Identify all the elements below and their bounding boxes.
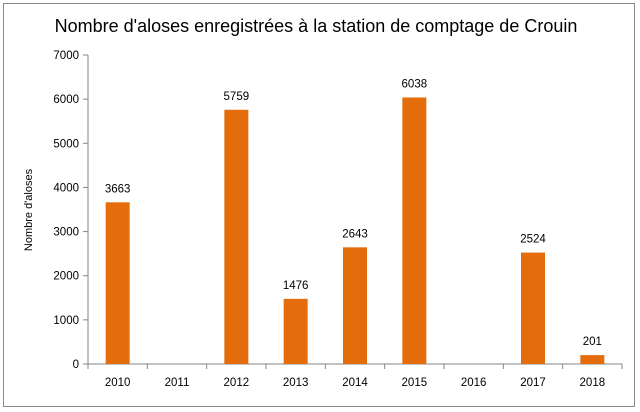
x-tick-label: 2011 (165, 377, 190, 389)
bar (224, 109, 249, 365)
x-tick-label: 2014 (342, 377, 368, 389)
y-tick-label: 2000 (53, 271, 79, 283)
x-tick-label: 2010 (105, 377, 131, 389)
data-label: 2643 (342, 228, 368, 240)
x-tick-label: 2015 (402, 377, 428, 389)
data-label: 3663 (105, 183, 131, 195)
y-tick-label: 5000 (53, 138, 79, 150)
data-label: 5759 (224, 91, 250, 103)
y-tick-label: 3000 (53, 227, 79, 239)
bar (343, 247, 367, 364)
y-tick-label: 0 (73, 359, 79, 371)
y-tick-label: 1000 (53, 315, 79, 327)
data-label: 201 (583, 336, 602, 348)
bar (105, 202, 130, 364)
x-tick-label: 2013 (283, 377, 309, 389)
bar (580, 355, 605, 364)
bar (521, 252, 545, 364)
data-label: 2524 (520, 234, 546, 246)
chart-title: Nombre d'aloses enregistrées à la statio… (55, 16, 578, 36)
y-tick-label: 4000 (53, 182, 79, 194)
y-tick-label: 7000 (53, 50, 79, 62)
x-tick-label: 2016 (461, 377, 487, 389)
data-label: 1476 (283, 280, 309, 292)
plot-area: 0 1000 2000 3000 4000 5000 6000 7000 2010 3663 201… (53, 50, 623, 389)
bar (402, 97, 427, 365)
bar (283, 298, 308, 364)
x-tick-label: 2017 (520, 377, 546, 389)
x-tick-label: 2018 (580, 377, 606, 389)
y-axis-label: Nombre d'aloses (23, 168, 35, 251)
x-tick-label: 2012 (224, 377, 250, 389)
data-label: 6038 (402, 78, 428, 90)
y-tick-label: 6000 (53, 94, 79, 106)
